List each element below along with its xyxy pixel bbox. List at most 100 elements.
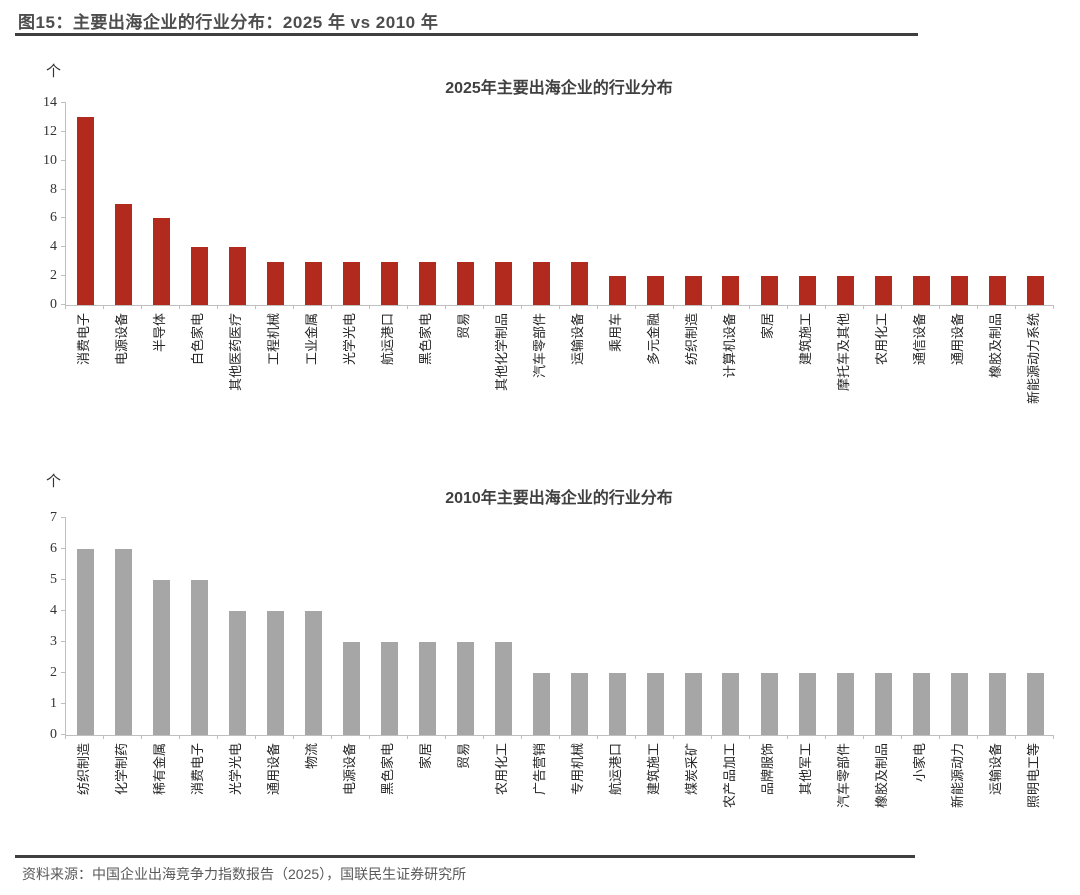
bar-slot [978,103,1016,305]
x-tick-mark [521,735,522,739]
y-tick-mark [61,304,66,305]
x-label-slot: 通信设备 [901,311,939,449]
category-label: 乘用车 [608,313,623,353]
x-tick-mark [368,305,370,309]
x-tick-mark [787,735,788,739]
category-label: 其他医药医疗 [228,313,243,392]
category-label: 贸易 [456,313,471,340]
bar [532,673,550,735]
y-tick-mark [61,548,66,549]
x-label-slot: 物流 [293,741,331,853]
x-label-slot: 新能源动力系统 [1015,311,1053,449]
chart-2025: 个 2025年主要出海企业的行业分布 0 2 4 6 8 10 12 14 消费电子 电源设备 半… [0,58,1080,458]
x-axis-labels-2010: 纺织制造 化学制药 稀有金属 消费电子 光学光电 通用设备 物流 电源设备 黑色家电 家居 贸易 农用… [65,741,1053,853]
bar-slot [560,103,598,305]
y-tick-label: 0 [50,297,57,312]
x-tick-mark [102,735,104,739]
x-tick-mark [255,305,256,309]
y-tick-mark [61,734,66,735]
bar [722,673,740,735]
x-label-slot: 半导体 [141,311,179,449]
figure-title: 图15：主要出海企业的行业分布：2025 年 vs 2010 年 [18,13,439,32]
figure-header: 图15：主要出海企业的行业分布：2025 年 vs 2010 年 [18,8,1062,33]
bar [114,204,132,305]
y-tick-label: 7 [50,510,57,525]
category-label: 新能源动力 [950,743,965,809]
bar [266,261,284,305]
category-label: 汽车零部件 [532,313,547,379]
bar [950,673,968,735]
category-label: 煤炭采矿 [684,743,699,796]
x-tick-mark [102,305,104,309]
category-label: 建筑施工 [646,743,661,796]
bar-slot [674,518,712,735]
x-tick-mark [559,735,560,739]
bar-slot [864,518,902,735]
category-label: 品牌服饰 [760,743,775,796]
x-tick-mark [901,735,902,739]
bar [570,673,588,735]
x-tick-mark [672,305,674,309]
bar [760,276,778,305]
x-tick-mark [445,735,446,739]
x-label-slot: 运输设备 [559,311,597,449]
x-label-slot: 品牌服饰 [749,741,787,853]
y-tick-mark [61,672,66,673]
bar-slot [332,518,370,735]
category-label: 航运港口 [608,743,623,796]
x-tick-mark [65,735,66,739]
bar [114,549,132,735]
category-label: 稀有金属 [152,743,167,796]
x-axis-labels-2025: 消费电子 电源设备 半导体 白色家电 其他医药医疗 工程机械 工业金属 光学光电 航运港口 黑色家… [65,311,1053,449]
bar [950,276,968,305]
x-tick-mark [521,305,522,309]
bar [190,247,208,305]
category-label: 建筑施工 [798,313,813,366]
bar-slot [446,518,484,735]
category-label: 消费电子 [190,743,205,796]
y-tick-mark [61,130,66,132]
y-tick-mark [61,102,66,103]
category-label: 摩托车及其他 [836,313,851,392]
x-tick-mark [1053,735,1054,739]
category-label: 光学光电 [228,743,243,796]
x-label-slot: 通用设备 [255,741,293,853]
bar [722,276,740,305]
x-tick-mark [216,305,218,309]
bar [418,261,436,305]
y-tick-label: 14 [43,95,57,110]
chart-2010: 个 2010年主要出海企业的行业分布 0 1 2 3 4 5 6 7 纺织制造 化学制药 稀有金属… [0,468,1080,858]
bar [266,611,284,735]
category-label: 运输设备 [570,313,585,366]
y-tick-label: 3 [50,634,57,649]
y-tick-label: 4 [50,239,57,255]
x-tick-mark [596,305,598,309]
y-tick-mark [61,641,66,642]
bar-slot [66,518,104,735]
y-tick-mark [61,703,66,704]
x-tick-mark [748,305,750,309]
x-label-slot: 通用设备 [939,311,977,449]
x-label-slot: 运输设备 [977,741,1015,853]
bar-slot [218,518,256,735]
x-tick-mark [1053,305,1054,309]
bar [228,247,246,305]
bar [1026,673,1044,735]
x-label-slot: 小家电 [901,741,939,853]
bar-slot [902,103,940,305]
x-label-slot: 其他军工 [787,741,825,853]
y-tick-label: 10 [43,152,57,168]
category-label: 黑色家电 [380,743,395,796]
bar [380,261,398,305]
x-tick-mark [368,735,370,739]
bar [684,276,702,305]
x-tick-mark [255,735,256,739]
bar [646,276,664,305]
x-tick-mark [596,735,598,739]
x-tick-mark [977,305,978,309]
y-tick-mark [61,610,66,611]
y-tick-label: 6 [50,210,57,226]
x-label-slot: 光学光电 [217,741,255,853]
x-tick-mark [330,305,332,309]
bar [988,673,1006,735]
